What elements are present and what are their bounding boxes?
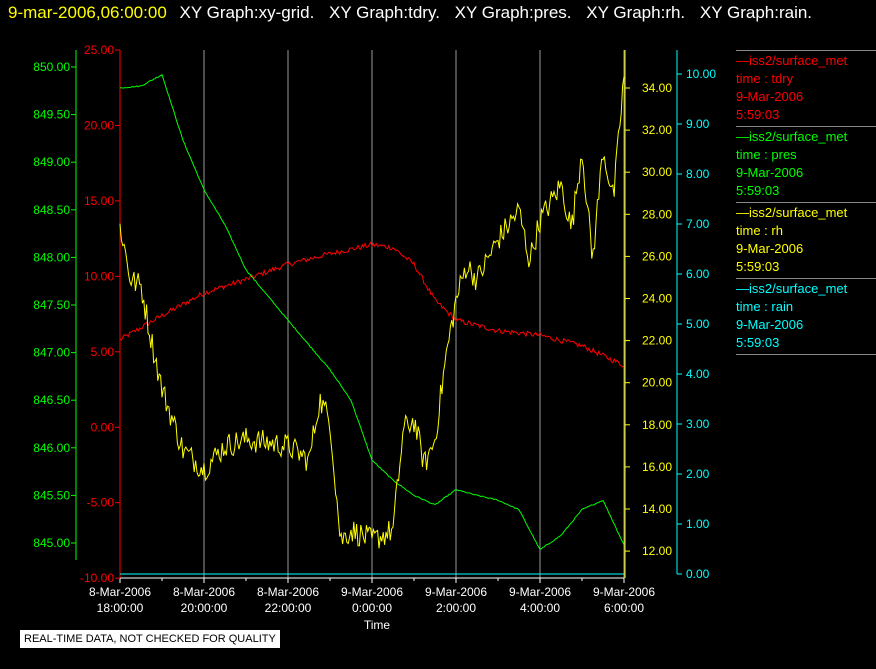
x-tick-label-date: 9-Mar-2006	[341, 585, 403, 599]
pres-tick-label: 850.00	[33, 60, 70, 74]
legend-time: 5:59:03	[736, 183, 780, 198]
legend-field: time : rain	[736, 299, 794, 314]
title-bar: 9-mar-2006,06:00:00 XY Graph:xy-grid. XY…	[8, 3, 822, 23]
legend-source: —iss2/surface_met	[736, 129, 848, 144]
rain-tick-label: 0.00	[686, 567, 710, 581]
tdry-tick-label: 5.00	[91, 345, 115, 359]
legend-time: 5:59:03	[736, 335, 780, 350]
timestamp: 9-mar-2006,06:00:00	[8, 3, 167, 22]
legend: —iss2/surface_met time : tdry 9-Mar-2006…	[736, 50, 876, 355]
rh-tick-label: 30.00	[642, 165, 672, 179]
rain-tick-label: 7.00	[686, 217, 710, 231]
rain-tick-label: 1.00	[686, 517, 710, 531]
tdry-tick-label: 10.00	[84, 269, 114, 283]
x-tick-label-time: 20:00:00	[181, 601, 228, 615]
quality-notice: REAL-TIME DATA, NOT CHECKED FOR QUALITY	[20, 630, 280, 648]
rain-tick-label: 6.00	[686, 267, 710, 281]
legend-date: 9-Mar-2006	[736, 241, 804, 256]
tdry-tick-label: -5.00	[87, 496, 115, 510]
graph-label-pres: XY Graph:pres.	[454, 3, 572, 22]
legend-field: time : pres	[736, 147, 797, 162]
rh-tick-label: 18.00	[642, 418, 672, 432]
rh-tick-label: 14.00	[642, 502, 672, 516]
legend-entry-rh: —iss2/surface_met time : rh 9-Mar-2006 5…	[736, 202, 876, 278]
pres-tick-label: 847.00	[33, 346, 70, 360]
pres-tick-label: 849.00	[33, 155, 70, 169]
rh-tick-label: 16.00	[642, 460, 672, 474]
rain-tick-label: 3.00	[686, 417, 710, 431]
rh-tick-label: 26.00	[642, 249, 672, 263]
x-tick-label-date: 9-Mar-2006	[509, 585, 571, 599]
pres-tick-label: 849.50	[33, 108, 70, 122]
legend-entry-tdry: —iss2/surface_met time : tdry 9-Mar-2006…	[736, 50, 876, 126]
rh-tick-label: 20.00	[642, 376, 672, 390]
rh-tick-label: 32.00	[642, 123, 672, 137]
legend-time: 5:59:03	[736, 107, 780, 122]
x-tick-label-time: 4:00:00	[520, 601, 560, 615]
legend-field: time : rh	[736, 223, 783, 238]
rh-tick-label: 24.00	[642, 292, 672, 306]
rain-tick-label: 4.00	[686, 367, 710, 381]
pres-series-line	[119, 74, 625, 551]
tdry-tick-label: 25.00	[84, 43, 114, 57]
pres-tick-label: 847.50	[33, 298, 70, 312]
legend-source: —iss2/surface_met	[736, 205, 848, 220]
rain-tick-label: 5.00	[686, 317, 710, 331]
rh-tick-label: 28.00	[642, 207, 672, 221]
legend-field: time : tdry	[736, 71, 794, 86]
x-axis-label: Time	[364, 618, 391, 632]
rh-tick-label: 22.00	[642, 334, 672, 348]
x-tick-label-time: 18:00:00	[97, 601, 144, 615]
pres-tick-label: 845.50	[33, 488, 70, 502]
pres-tick-label: 845.00	[33, 536, 70, 550]
legend-time: 5:59:03	[736, 259, 780, 274]
tdry-series-line	[119, 241, 625, 368]
legend-source: —iss2/surface_met	[736, 281, 848, 296]
rh-tick-label: 34.00	[642, 81, 672, 95]
x-tick-label-time: 2:00:00	[436, 601, 476, 615]
legend-entry-pres: —iss2/surface_met time : pres 9-Mar-2006…	[736, 126, 876, 202]
legend-entry-rain: —iss2/surface_met time : rain 9-Mar-2006…	[736, 278, 876, 355]
legend-date: 9-Mar-2006	[736, 89, 804, 104]
legend-date: 9-Mar-2006	[736, 317, 804, 332]
pres-tick-label: 848.00	[33, 250, 70, 264]
rain-tick-label: 2.00	[686, 467, 710, 481]
x-tick-label-date: 8-Mar-2006	[89, 585, 151, 599]
x-tick-label-time: 0:00:00	[352, 601, 392, 615]
rh-series-line	[119, 76, 625, 549]
x-tick-label-date: 8-Mar-2006	[257, 585, 319, 599]
rain-tick-label: 9.00	[686, 117, 710, 131]
pres-tick-label: 848.50	[33, 203, 70, 217]
x-tick-label-date: 8-Mar-2006	[173, 585, 235, 599]
graph-label-tdry: XY Graph:tdry.	[329, 3, 440, 22]
pres-tick-label: 846.50	[33, 393, 70, 407]
x-tick-label-date: 9-Mar-2006	[593, 585, 655, 599]
tdry-tick-label: -10.00	[80, 571, 114, 585]
x-tick-label-date: 9-Mar-2006	[425, 585, 487, 599]
rain-tick-label: 10.00	[686, 67, 716, 81]
x-tick-label-time: 6:00:00	[604, 601, 644, 615]
legend-source: —iss2/surface_met	[736, 53, 848, 68]
tdry-tick-label: 15.00	[84, 194, 114, 208]
graph-label-rain: XY Graph:rain.	[699, 3, 813, 22]
tdry-tick-label: 20.00	[84, 118, 114, 132]
rh-tick-label: 12.00	[642, 544, 672, 558]
rain-tick-label: 8.00	[686, 167, 710, 181]
tdry-tick-label: 0.00	[91, 420, 115, 434]
legend-date: 9-Mar-2006	[736, 165, 804, 180]
graph-label-rh: XY Graph:rh.	[586, 3, 686, 22]
graph-label-xy-grid: XY Graph:xy-grid.	[179, 3, 315, 22]
x-tick-label-time: 22:00:00	[265, 601, 312, 615]
pres-tick-label: 846.00	[33, 441, 70, 455]
